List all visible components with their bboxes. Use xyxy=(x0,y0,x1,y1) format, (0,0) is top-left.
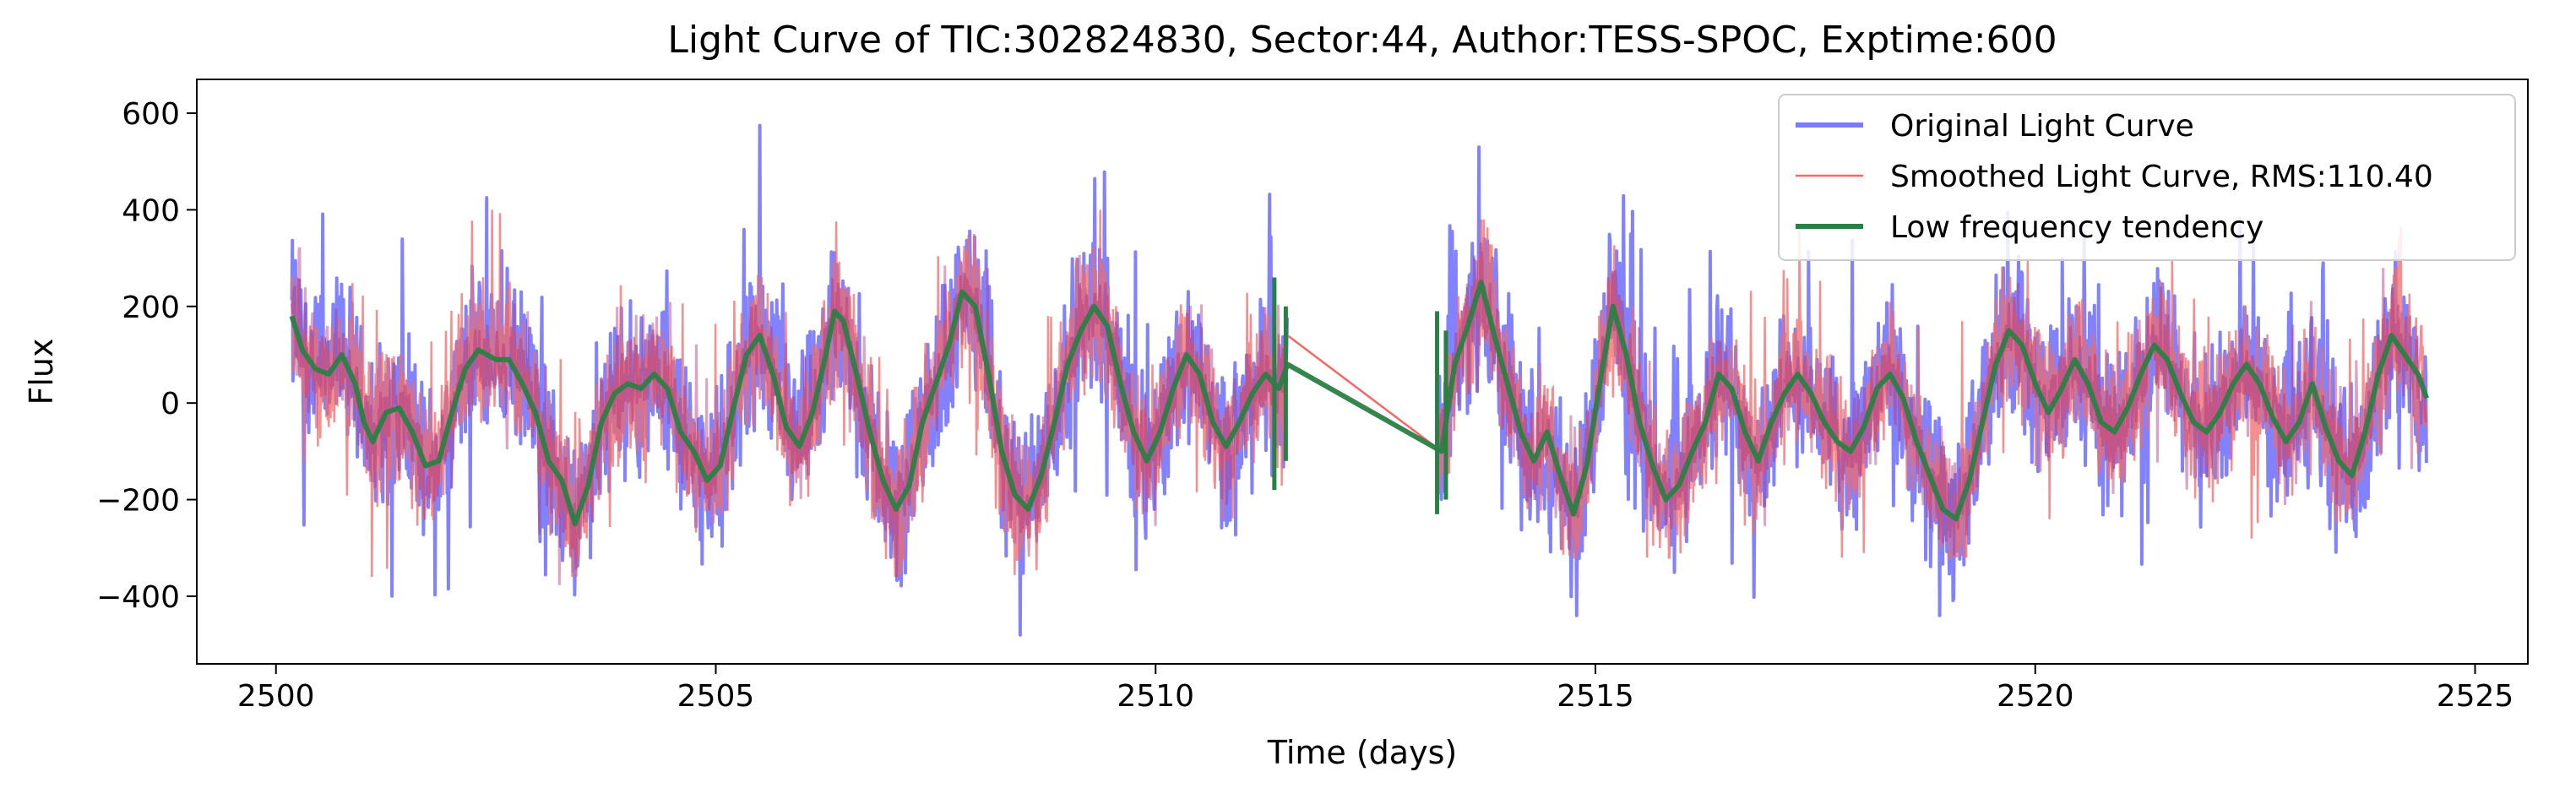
y-axis-label: Flux xyxy=(23,339,60,405)
x-axis: 2500 2505 2510 2515 2520 2525 xyxy=(237,664,2514,714)
x-tick-label: 2520 xyxy=(1997,679,2074,714)
y-tick-label: 0 xyxy=(160,387,180,421)
legend-label: Smoothed Light Curve, RMS:110.40 xyxy=(1890,160,2433,194)
smoothed-gap-connector xyxy=(1286,334,1443,453)
x-tick-label: 2515 xyxy=(1557,679,1634,714)
x-tick-label: 2510 xyxy=(1117,679,1194,714)
y-tick-label: 600 xyxy=(122,97,180,132)
chart-title: Light Curve of TIC:302824830, Sector:44,… xyxy=(667,19,2057,62)
smoothed-light-curve-line xyxy=(291,209,1289,578)
legend: Original Light Curve Smoothed Light Curve… xyxy=(1778,94,2516,261)
y-tick-label: 400 xyxy=(122,193,180,228)
x-axis-label: Time (days) xyxy=(1267,734,1457,771)
x-tick-label: 2505 xyxy=(677,679,755,714)
y-axis: −400 −200 0 200 400 600 xyxy=(96,97,197,615)
plot-area xyxy=(289,123,2430,637)
x-tick-label: 2500 xyxy=(237,679,315,714)
overlap-band-line xyxy=(1436,242,2427,557)
y-tick-label: −200 xyxy=(96,484,180,519)
y-tick-label: −400 xyxy=(96,580,180,615)
plot-frame xyxy=(196,79,2529,665)
y-tick-label: 200 xyxy=(122,291,180,325)
low-frequency-tendency-line xyxy=(289,280,2430,527)
legend-label: Low frequency tendency xyxy=(1890,210,2264,245)
smoothed-light-curve-line xyxy=(1436,219,2428,559)
legend-label: Original Light Curve xyxy=(1890,109,2194,144)
x-tick-label: 2525 xyxy=(2437,679,2514,714)
legend-box xyxy=(1778,94,2516,261)
